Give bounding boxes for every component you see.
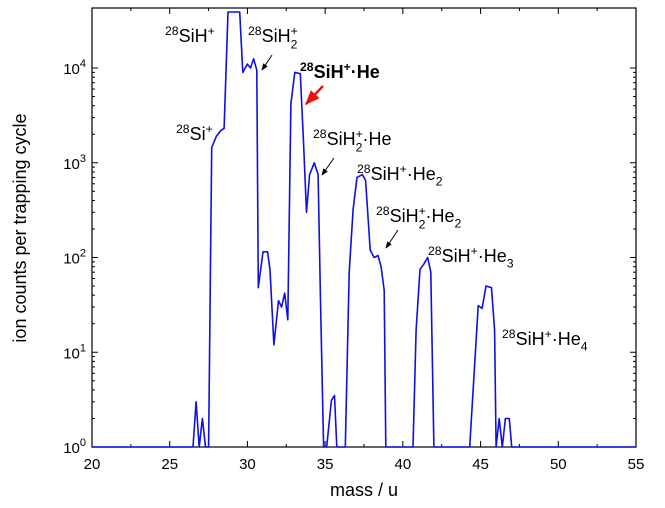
annotation: 28SiH+ 2·He2 — [376, 204, 462, 232]
annotation: 28SiH+·He4 — [502, 327, 588, 354]
y-axis-title: ion counts per trapping cycle — [10, 113, 30, 342]
arrow — [321, 157, 335, 176]
x-tick-label: 30 — [239, 456, 256, 473]
x-tick-label: 55 — [628, 456, 645, 473]
x-tick-label: 50 — [550, 456, 567, 473]
annotation: 28SiH+·He3 — [428, 244, 514, 271]
y-tick-label: 102 — [63, 248, 86, 268]
series-line — [92, 11, 636, 448]
y-tick-label: 103 — [63, 153, 86, 173]
annotation: 28SiH+·He — [300, 60, 380, 82]
y-tick-label: 100 — [63, 437, 86, 457]
annotation: 28Si+ — [176, 122, 213, 144]
y-tick-label: 104 — [63, 58, 86, 78]
x-tick-label: 45 — [472, 456, 489, 473]
annotation: 28SiH+·He2 — [357, 162, 443, 189]
y-tick-label: 101 — [63, 342, 86, 362]
annotation: 28SiH+ — [165, 24, 215, 46]
arrow — [304, 85, 324, 106]
x-tick-label: 20 — [84, 456, 101, 473]
annotation: 28SiH+ 2 — [248, 24, 298, 52]
x-tick-label: 25 — [161, 456, 178, 473]
x-tick-label: 35 — [317, 456, 334, 473]
x-axis-title: mass / u — [330, 480, 398, 500]
arrow — [385, 229, 399, 249]
x-tick-label: 40 — [395, 456, 412, 473]
arrow — [261, 54, 273, 71]
annotation: 28SiH+ 2·He — [313, 127, 392, 155]
